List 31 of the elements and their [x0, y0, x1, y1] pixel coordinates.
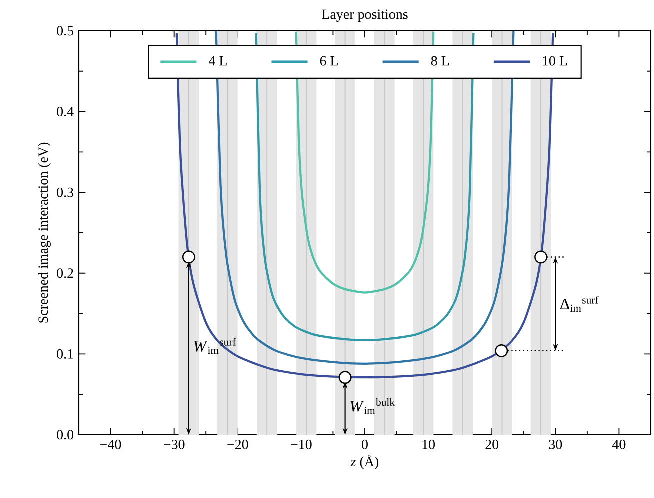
legend-label: 8 L — [431, 56, 450, 66]
y-tick-label: 0.2 — [57, 268, 74, 278]
y-axis-title: Screened image interaction (eV) — [38, 142, 51, 323]
x-axis-title: z (Å) — [350, 454, 379, 470]
y-tick-label: 0.1 — [57, 349, 74, 359]
line-series — [176, 32, 554, 379]
legend-label: 10 L — [543, 56, 568, 66]
x-tick-label: 0 — [362, 440, 368, 450]
y-tick-label: 0.3 — [57, 188, 74, 198]
y-tick-label: 0.0 — [57, 430, 74, 440]
y-tick-label: 0.5 — [57, 26, 74, 36]
legend-label: 6 L — [320, 56, 338, 66]
annotation: W$_{im}$surf — [194, 338, 236, 354]
point — [182, 250, 196, 264]
x-tick-label: −10 — [291, 440, 312, 450]
chart-title: Layer positions — [322, 10, 408, 22]
x-tick-label: 10 — [422, 440, 436, 450]
legend-label: 4 L — [208, 56, 227, 66]
point — [338, 371, 352, 384]
y-tick-label: 0.4 — [57, 107, 74, 117]
annotation: W$_{im}$bulk — [350, 398, 395, 414]
x-tick-label: 40 — [612, 440, 626, 450]
point — [495, 344, 508, 358]
x-tick-label: −30 — [164, 440, 185, 450]
x-tick-label: 30 — [549, 440, 562, 450]
x-tick-label: 20 — [486, 440, 499, 450]
x-tick-label: −20 — [228, 440, 248, 450]
x-tick-label: −40 — [100, 440, 122, 450]
point — [534, 250, 548, 264]
annotation: Δ$_{im}$surf — [560, 296, 599, 312]
line-series — [255, 32, 475, 342]
